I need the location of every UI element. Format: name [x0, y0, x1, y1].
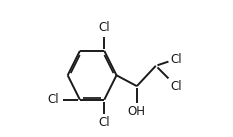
Text: Cl: Cl [47, 93, 58, 106]
Text: Cl: Cl [170, 52, 182, 65]
Text: Cl: Cl [170, 80, 182, 93]
Text: OH: OH [128, 105, 146, 118]
Text: Cl: Cl [99, 116, 110, 129]
Text: Cl: Cl [99, 21, 110, 34]
